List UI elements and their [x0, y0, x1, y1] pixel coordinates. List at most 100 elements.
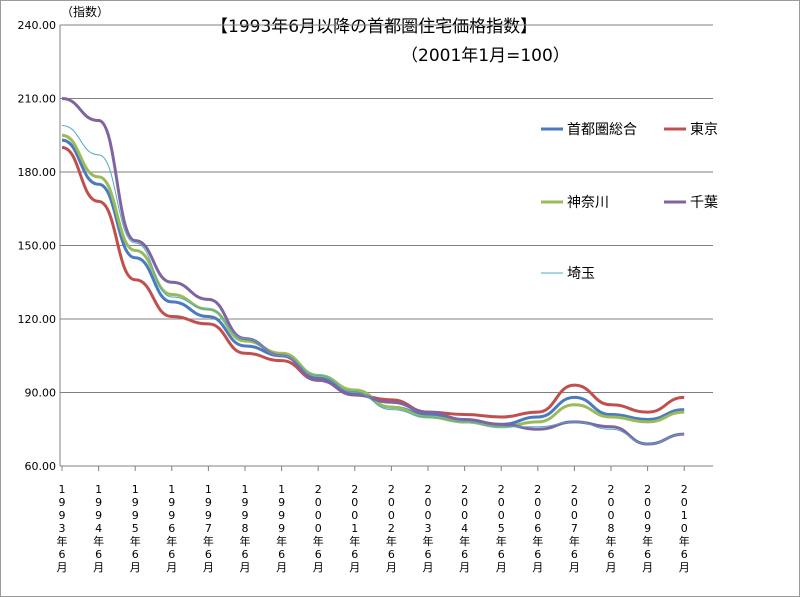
chart-subtitle: （2001年1月=100） — [401, 46, 570, 66]
x-tick-label-char: 9 — [644, 522, 651, 535]
x-tick-label-char: 2 — [498, 483, 505, 496]
x-tick-label-char: 9 — [205, 509, 212, 522]
x-tick-label-char: 8 — [242, 522, 249, 535]
x-tick-label-char: 月 — [57, 561, 68, 574]
x-tick-label-char: 2 — [608, 483, 615, 496]
x-tick-label-char: 1 — [132, 483, 139, 496]
x-tick-label-char: 0 — [351, 496, 358, 509]
x-tick-label-char: 月 — [386, 561, 397, 574]
x-tick-label-char: 0 — [681, 496, 688, 509]
x-tick-label-char: 1 — [351, 522, 358, 535]
x-tick-label-char: 6 — [608, 548, 615, 561]
y-tick-label: 90.00 — [25, 387, 57, 400]
y-axis-label: （指数） — [61, 5, 110, 19]
x-tick-label-char: 2 — [315, 483, 322, 496]
x-tick-label-char: 2 — [534, 483, 541, 496]
x-tick-label-char: 月 — [532, 561, 543, 574]
x-tick-label-char: 2 — [571, 483, 578, 496]
x-tick-label-char: 9 — [132, 496, 139, 509]
x-tick-label-char: 0 — [534, 509, 541, 522]
x-tick-label-char: 9 — [59, 496, 66, 509]
x-tick-label-char: 年 — [130, 534, 141, 548]
x-tick-label-char: 2 — [644, 483, 651, 496]
x-tick-label-char: 月 — [240, 561, 251, 574]
x-tick-label-char: 8 — [608, 522, 615, 535]
x-tick-label-char: 9 — [205, 496, 212, 509]
x-tick-label-char: 0 — [571, 496, 578, 509]
x-tick-label-char: 0 — [461, 496, 468, 509]
x-tick-label-char: 1 — [681, 509, 688, 522]
x-tick-label-char: 0 — [534, 496, 541, 509]
x-tick-label-char: 6 — [425, 548, 432, 561]
x-tick-label-char: 9 — [59, 509, 66, 522]
x-tick-label-char: 月 — [569, 561, 580, 574]
legend-label: 神奈川 — [567, 195, 609, 211]
x-tick-label-char: 6 — [315, 548, 322, 561]
x-tick-label-char: 年 — [532, 534, 543, 548]
x-tick-label-char: 6 — [534, 522, 541, 535]
x-tick-label-char: 9 — [278, 496, 285, 509]
x-tick-label-char: 0 — [644, 509, 651, 522]
x-tick-label-char: 9 — [278, 509, 285, 522]
x-tick-label-char: 年 — [606, 534, 617, 548]
x-tick-label-char: 月 — [130, 561, 141, 574]
x-tick-label-char: 0 — [351, 509, 358, 522]
x-tick-label-char: 年 — [57, 534, 68, 548]
x-tick-label-char: 1 — [168, 483, 175, 496]
y-tick-label: 240.00 — [18, 19, 57, 32]
legend-label: 千葉 — [690, 195, 718, 211]
x-tick-label-char: 1 — [95, 483, 102, 496]
x-tick-label-char: 月 — [459, 561, 470, 574]
x-tick-label-char: 2 — [461, 483, 468, 496]
x-tick-label-char: 0 — [681, 522, 688, 535]
x-tick-label-char: 月 — [423, 561, 434, 574]
x-tick-label-char: 3 — [425, 522, 432, 535]
x-tick-label-char: 年 — [93, 534, 104, 548]
x-tick-label-char: 6 — [388, 548, 395, 561]
x-tick-label-char: 0 — [388, 509, 395, 522]
x-tick-label-char: 年 — [679, 534, 690, 548]
x-tick-label-char: 年 — [569, 534, 580, 548]
x-tick-label-char: 6 — [571, 548, 578, 561]
series-line-神奈川 — [61, 133, 685, 429]
x-tick-label-char: 年 — [386, 534, 397, 548]
x-tick-label-char: 月 — [166, 561, 177, 574]
x-tick-label-char: 6 — [278, 548, 285, 561]
x-tick-label-char: 6 — [534, 548, 541, 561]
x-tick-label-char: 6 — [681, 548, 688, 561]
x-tick-label-char: 0 — [571, 509, 578, 522]
x-tick-label-char: 月 — [203, 561, 214, 574]
y-tick-label: 60.00 — [25, 460, 57, 473]
x-tick-label-char: 月 — [276, 561, 287, 574]
x-tick-label-char: 0 — [388, 496, 395, 509]
x-tick-label-char: 年 — [240, 534, 251, 548]
x-tick-label-char: 6 — [132, 548, 139, 561]
x-tick-label-char: 4 — [461, 522, 468, 535]
series-line-埼玉 — [61, 124, 685, 445]
x-tick-label-char: 月 — [679, 561, 690, 574]
x-tick-label-char: 5 — [498, 522, 505, 535]
series-line-首都圏総合 — [61, 138, 685, 426]
x-tick-label-char: 1 — [59, 483, 66, 496]
x-tick-label-char: 3 — [59, 522, 66, 535]
x-tick-label-char: 0 — [315, 496, 322, 509]
legend-label: 埼玉 — [567, 266, 595, 282]
x-tick-label-char: 月 — [349, 561, 360, 574]
chart-title: 【1993年6月以降の首都圏住宅価格指数】 — [211, 17, 538, 37]
x-tick-label-char: 6 — [168, 522, 175, 535]
x-tick-label-char: 月 — [606, 561, 617, 574]
x-tick-label-char: 9 — [95, 509, 102, 522]
x-tick-label-char: 年 — [276, 534, 287, 548]
x-tick-label-char: 9 — [168, 496, 175, 509]
x-tick-label-char: 年 — [349, 534, 360, 548]
x-tick-label-char: 0 — [461, 509, 468, 522]
x-tick-label-char: 0 — [315, 522, 322, 535]
x-tick-label-char: 1 — [242, 483, 249, 496]
x-tick-label-char: 1 — [278, 483, 285, 496]
x-tick-label-char: 月 — [93, 561, 104, 574]
x-tick-label-char: 2 — [681, 483, 688, 496]
x-tick-label-char: 2 — [388, 483, 395, 496]
x-tick-label-char: 月 — [313, 561, 324, 574]
x-tick-label-char: 0 — [425, 509, 432, 522]
